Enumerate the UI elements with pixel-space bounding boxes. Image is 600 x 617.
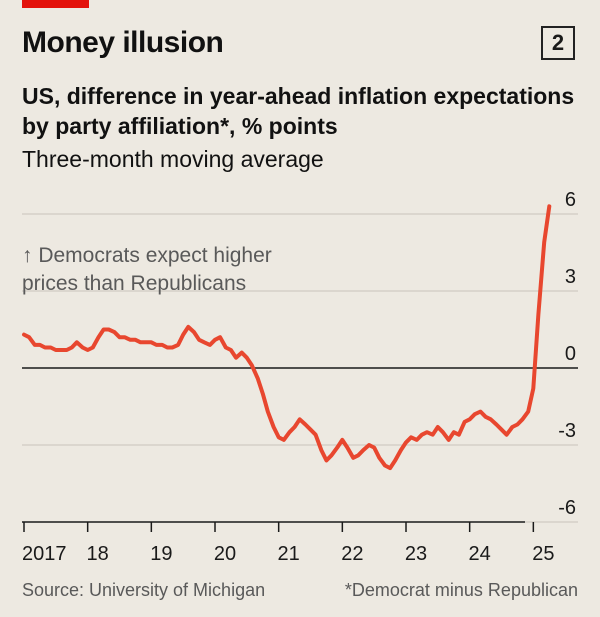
line-chart: 6 3 0 -3 -6 2017 18 19 20 21 22 23 24 25 ↑ Democrats…	[22, 189, 578, 565]
chart-subtitle-secondary: Three-month moving average	[22, 146, 324, 172]
y-tick-label: 0	[565, 343, 576, 365]
chart-number-badge: 2	[541, 26, 575, 60]
chart-subtitle: US, difference in year-ahead inflation e…	[22, 83, 575, 139]
footnote: *Democrat minus Republican	[344, 580, 578, 600]
x-tick-label: 21	[278, 543, 300, 565]
annotation-group: ↑ Democrats expect higher prices than Rep…	[22, 244, 272, 295]
y-tick-label: -6	[558, 497, 576, 519]
x-axis: 2017 18 19 20 21 22 23 24 25	[22, 521, 554, 565]
x-tick-label: 19	[150, 543, 172, 565]
annotation-text: ↑ Democrats expect higher prices than Rep…	[22, 244, 272, 295]
y-tick-label: 6	[565, 189, 576, 211]
x-tick-label: 23	[405, 543, 427, 565]
y-tick-label: 3	[565, 266, 576, 288]
x-tick-label: 25	[532, 543, 554, 565]
x-tick-label: 22	[341, 543, 363, 565]
brand-tab	[22, 0, 89, 8]
y-tick-label: -3	[558, 420, 576, 442]
y-axis-labels: 6 3 0 -3 -6	[558, 189, 576, 519]
series-line	[22, 204, 552, 471]
x-tick-label: 20	[214, 543, 236, 565]
x-tick-label: 2017	[22, 543, 67, 565]
chart-title: Money illusion	[22, 26, 224, 59]
series-group	[22, 204, 552, 471]
x-tick-label: 18	[87, 543, 109, 565]
x-tick-label: 24	[469, 543, 491, 565]
source-note: Source: University of Michigan	[22, 580, 266, 600]
